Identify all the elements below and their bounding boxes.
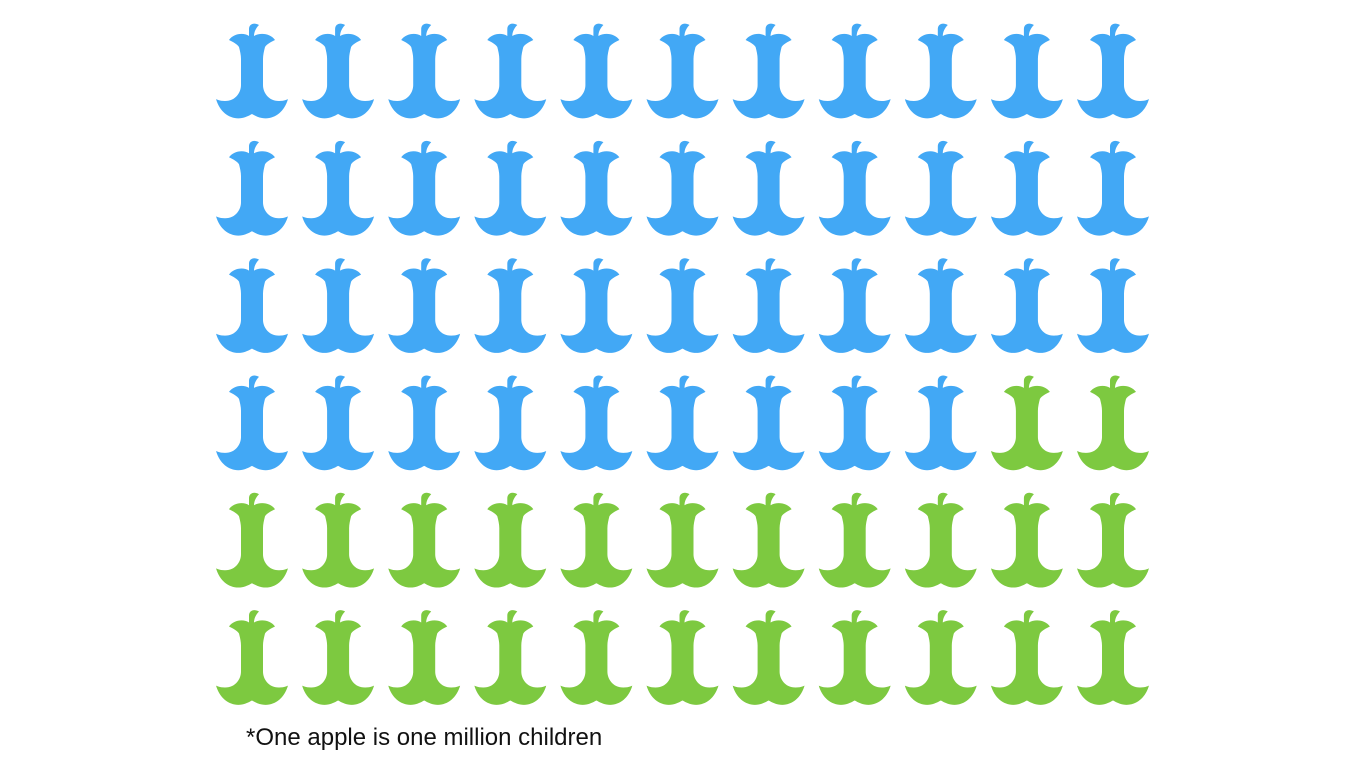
apple-core-icon — [904, 375, 977, 471]
apple-core-icon — [302, 140, 375, 236]
apple-core-icon — [990, 140, 1063, 236]
apple-core-icon — [560, 610, 633, 705]
apple-core-icon — [1077, 23, 1149, 119]
apple-core-icon — [732, 258, 805, 353]
apple-core-icon — [732, 140, 805, 236]
apple-core-icon — [302, 492, 375, 588]
footnote-unit-note: *One apple is one million children — [246, 724, 603, 751]
apple-core-icon — [302, 23, 375, 119]
apple-core-icon — [388, 610, 461, 705]
apple-core-icon — [646, 23, 719, 119]
apple-core-icon — [474, 140, 547, 236]
apple-core-icon — [904, 258, 977, 353]
apple-core-icon — [646, 492, 719, 588]
apple-core-icon — [216, 610, 288, 705]
apple-core-icon — [990, 258, 1063, 353]
apple-core-icon — [646, 375, 719, 471]
apple-core-icon — [904, 610, 977, 705]
apple-core-icon — [818, 610, 891, 705]
apple-core-icon — [388, 140, 461, 236]
apple-core-icon — [904, 23, 977, 119]
apple-core-icon — [732, 492, 805, 588]
apple-core-icon — [388, 375, 461, 471]
apple-core-icon — [302, 375, 375, 471]
apple-core-icon — [1077, 258, 1149, 353]
apple-core-icon — [388, 258, 461, 353]
apple-core-icon — [474, 492, 547, 588]
apple-core-icon — [732, 23, 805, 119]
apple-core-icon — [646, 258, 719, 353]
apple-core-icon — [990, 610, 1063, 705]
apple-core-icon — [1077, 610, 1149, 705]
apple-core-icon — [560, 375, 633, 471]
apple-core-icon — [302, 610, 375, 705]
apple-core-icon — [904, 492, 977, 588]
apple-core-icon — [990, 23, 1063, 119]
apple-core-icon — [216, 23, 288, 119]
apple-core-icon — [818, 23, 891, 119]
apple-core-icon — [388, 23, 461, 119]
apple-core-icon — [818, 492, 891, 588]
apple-core-icon — [732, 610, 805, 705]
apple-core-icon — [1077, 492, 1149, 588]
apple-core-icon — [474, 23, 547, 119]
apple-core-icon — [560, 258, 633, 353]
apple-core-icon — [302, 258, 375, 353]
apple-core-icon — [474, 610, 547, 705]
apple-core-icon — [560, 492, 633, 588]
apple-core-icon — [818, 258, 891, 353]
apple-core-icon — [216, 258, 288, 353]
apple-core-icon — [818, 140, 891, 236]
apple-core-icon — [474, 258, 547, 353]
apple-core-icon — [646, 140, 719, 236]
apple-core-icon — [990, 375, 1063, 471]
apple-core-icon — [990, 492, 1063, 588]
apple-core-icon — [646, 610, 719, 705]
apple-core-icon — [474, 375, 547, 471]
apple-core-icon — [732, 375, 805, 471]
apple-core-icon — [1077, 375, 1149, 471]
apple-core-icon — [560, 23, 633, 119]
apple-core-icon — [388, 492, 461, 588]
apple-core-icon — [216, 375, 288, 471]
apple-core-icon — [818, 375, 891, 471]
apple-core-icon — [216, 140, 288, 236]
apple-core-icon — [1077, 140, 1149, 236]
apple-core-icon — [216, 492, 288, 588]
apple-core-icon — [560, 140, 633, 236]
apple-core-icon — [904, 140, 977, 236]
